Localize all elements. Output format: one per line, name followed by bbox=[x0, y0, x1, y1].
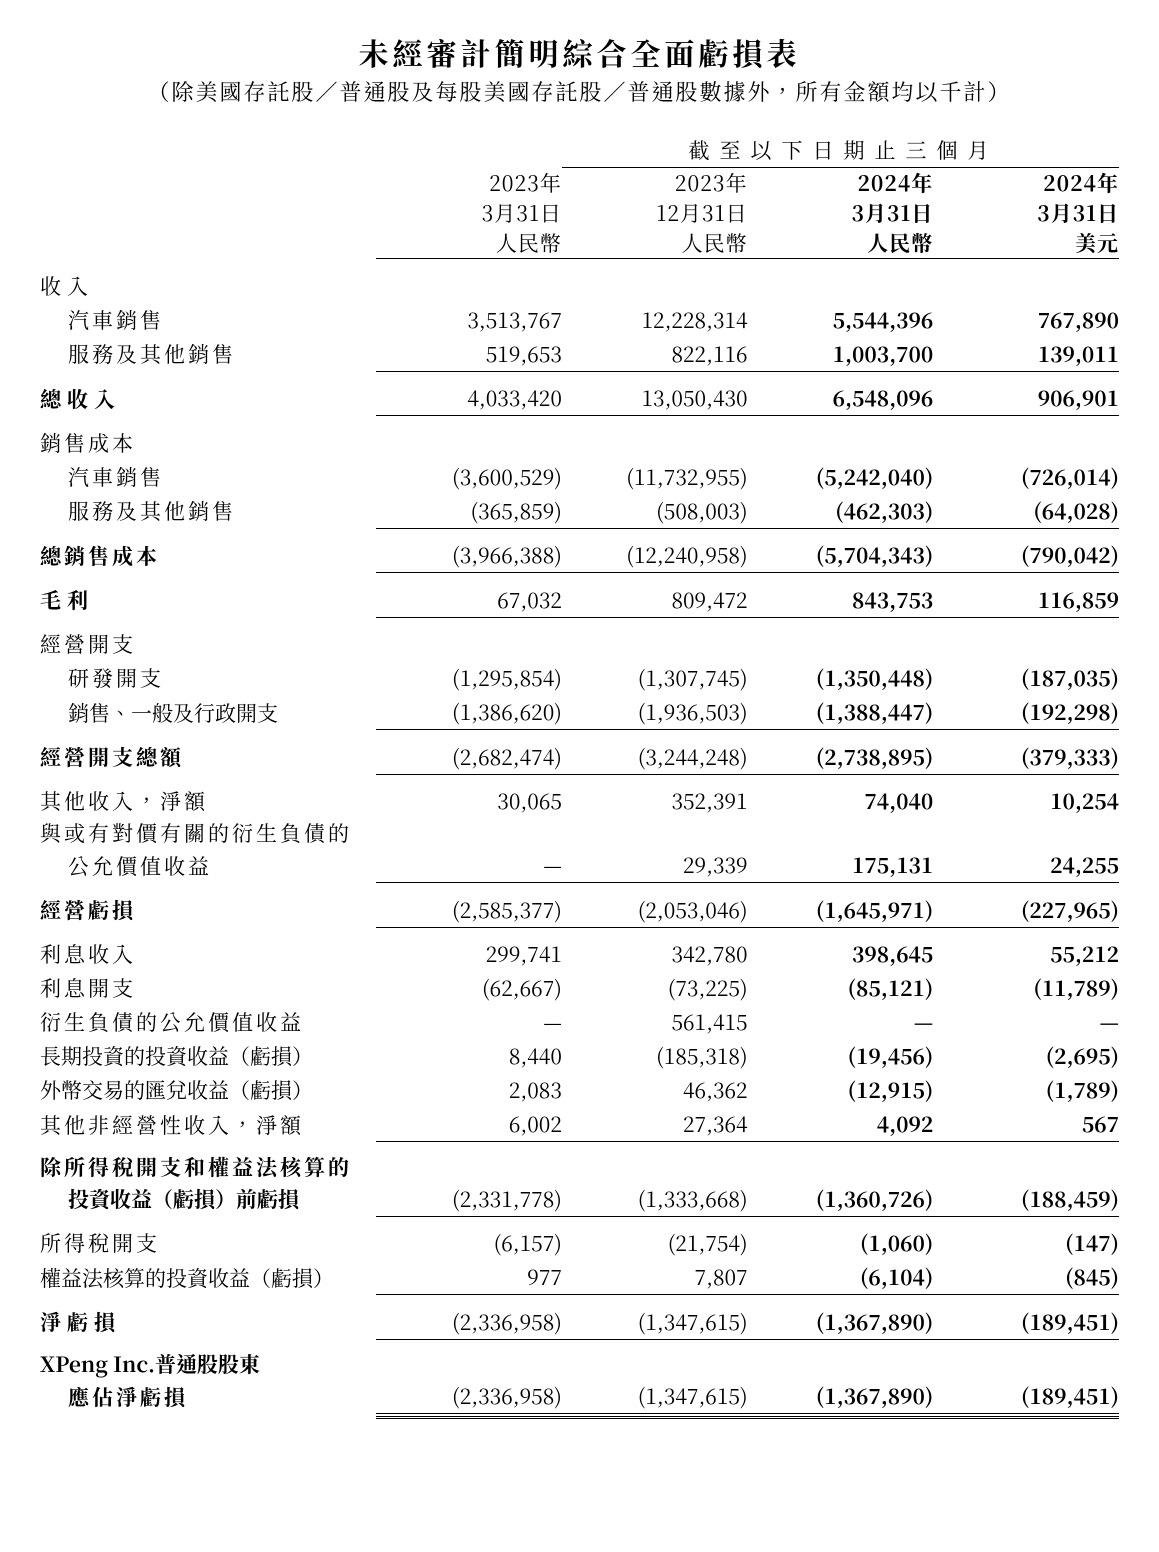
row-fv-derivative: 衍生負債的公允價值收益 —561,415 —— bbox=[40, 1005, 1119, 1039]
row-interest-expense: 利息開支 (62,667)(73,225) (85,121)(11,789) bbox=[40, 971, 1119, 1005]
page-title: 未經審計簡明綜合全面虧損表 bbox=[40, 30, 1119, 74]
col-curr-3: 美元 bbox=[933, 228, 1119, 259]
row-net-loss: 淨虧損 (2,336,958)(1,347,615) (1,367,890)(1… bbox=[40, 1305, 1119, 1340]
row-interest-income: 利息收入 299,741342,780 398,64555,212 bbox=[40, 937, 1119, 971]
row-total-opex: 經營開支總額 (2,682,474)(3,244,248) (2,738,895… bbox=[40, 740, 1119, 775]
section-revenue: 收入 bbox=[40, 269, 376, 303]
row-lt-investment: 長期投資的投資收益（虧損） 8,440(185,318) (19,456)(2,… bbox=[40, 1039, 1119, 1073]
row-tax: 所得稅開支 (6,157)(21,754) (1,060)(147) bbox=[40, 1226, 1119, 1260]
row-operating-loss: 經營虧損 (2,585,377)(2,053,046) (1,645,971)(… bbox=[40, 893, 1119, 928]
row-rd: 研發開支 (1,295,854)(1,307,745) (1,350,448)(… bbox=[40, 661, 1119, 695]
row-fv-contingent-2: 公允價值收益 —29,339 175,13124,255 bbox=[40, 848, 1119, 883]
col-curr-0: 人民幣 bbox=[376, 228, 562, 259]
row-cos-service: 服務及其他銷售 (365,859)(508,003) (462,303)(64,… bbox=[40, 494, 1119, 529]
col-year-2: 2024年 bbox=[748, 168, 934, 199]
row-service-sales: 服務及其他銷售 519,653822,116 1,003,700139,011 bbox=[40, 337, 1119, 372]
col-date-2: 3月31日 bbox=[748, 198, 934, 228]
col-year-0: 2023年 bbox=[376, 168, 562, 199]
row-total-revenue: 總收入 4,033,42013,050,430 6,548,096906,901 bbox=[40, 381, 1119, 416]
col-date-0: 3月31日 bbox=[376, 198, 562, 228]
row-fx: 外幣交易的匯兌收益（虧損） 2,08346,362 (12,915)(1,789… bbox=[40, 1073, 1119, 1107]
row-pretax-1: 除所得稅開支和權益法核算的 bbox=[40, 1152, 376, 1182]
row-cos-vehicle: 汽車銷售 (3,600,529)(11,732,955) (5,242,040)… bbox=[40, 460, 1119, 494]
period-header: 截至以下日期止三個月 bbox=[562, 133, 1119, 168]
page-subtitle: （除美國存託股／普通股及每股美國存託股／普通股數據外，所有金額均以千計） bbox=[40, 76, 1119, 107]
row-other-income: 其他收入，淨額 30,065352,391 74,04010,254 bbox=[40, 784, 1119, 818]
col-year-1: 2023年 bbox=[562, 168, 748, 199]
col-curr-2: 人民幣 bbox=[748, 228, 934, 259]
col-date-1: 12月31日 bbox=[562, 198, 748, 228]
row-gross-profit: 毛利 67,032809,472 843,753116,859 bbox=[40, 583, 1119, 618]
col-date-3: 3月31日 bbox=[933, 198, 1119, 228]
financial-table: 截至以下日期止三個月 2023年 2023年 2024年 2024年 3月31日… bbox=[40, 133, 1119, 1419]
col-curr-1: 人民幣 bbox=[562, 228, 748, 259]
row-attrib-2: 應佔淨虧損 (2,336,958)(1,347,615) (1,367,890)… bbox=[40, 1379, 1119, 1414]
row-attrib-1: XPeng Inc.普通股股東 bbox=[40, 1349, 376, 1379]
row-pretax-2: 投資收益（虧損）前虧損 (2,331,778)(1,333,668) (1,36… bbox=[40, 1182, 1119, 1217]
row-other-nonop: 其他非經營性收入，淨額 6,00227,364 4,092567 bbox=[40, 1107, 1119, 1142]
row-vehicle-sales: 汽車銷售 3,513,76712,228,314 5,544,396767,89… bbox=[40, 303, 1119, 337]
row-fv-contingent-1: 與或有對價有關的衍生負債的 bbox=[40, 818, 376, 848]
row-total-cos: 總銷售成本 (3,966,388)(12,240,958) (5,704,343… bbox=[40, 538, 1119, 573]
section-cos: 銷售成本 bbox=[40, 426, 376, 460]
col-year-3: 2024年 bbox=[933, 168, 1119, 199]
section-opex: 經營開支 bbox=[40, 627, 376, 661]
row-sga: 銷售、一般及行政開支 (1,386,620)(1,936,503) (1,388… bbox=[40, 695, 1119, 730]
row-equity-method: 權益法核算的投資收益（虧損） 9777,807 (6,104)(845) bbox=[40, 1260, 1119, 1295]
